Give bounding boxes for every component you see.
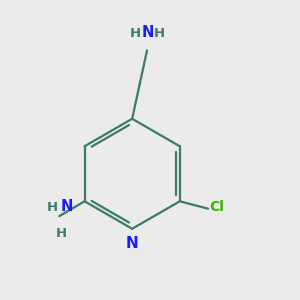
Text: H: H <box>130 27 141 40</box>
Text: H: H <box>47 201 58 214</box>
Text: Cl: Cl <box>209 200 224 214</box>
Text: N: N <box>126 236 139 251</box>
Text: H: H <box>56 227 67 240</box>
Text: N: N <box>141 25 154 40</box>
Text: H: H <box>154 27 165 40</box>
Text: N: N <box>61 199 73 214</box>
